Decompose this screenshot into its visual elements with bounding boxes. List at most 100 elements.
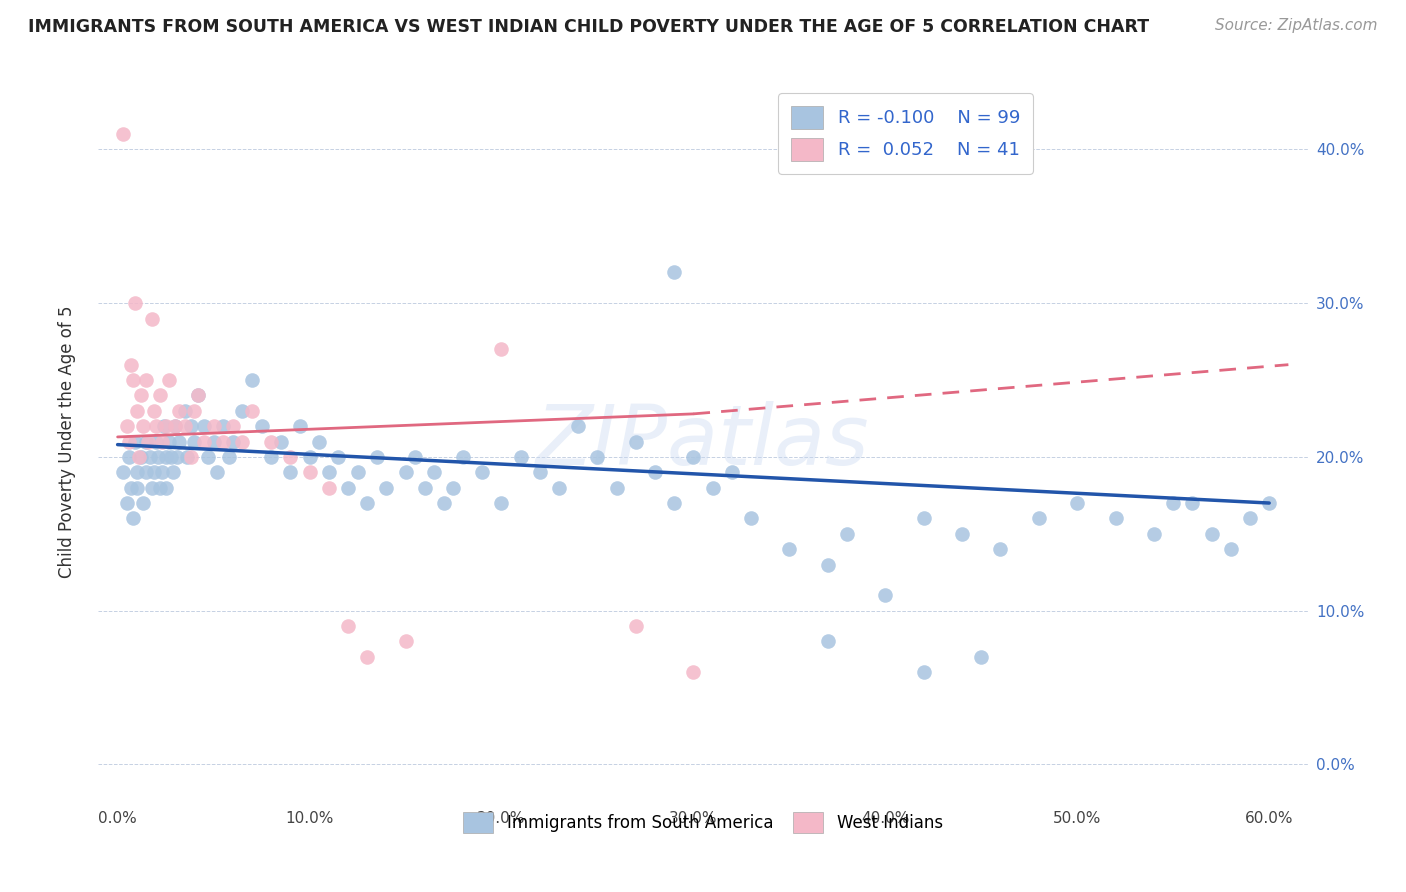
Point (366, 450, 388, 464)
Point (318, 465, 340, 479)
Point (193, 434, 215, 449)
Point (122, 511, 145, 525)
Point (375, 481, 398, 495)
Point (950, 526, 973, 541)
Point (443, 481, 465, 495)
Point (180, 419, 202, 434)
Text: ZIPatlas: ZIPatlas (536, 401, 870, 482)
Point (491, 343, 513, 357)
Point (120, 481, 142, 495)
Point (131, 496, 153, 510)
Point (990, 542, 1012, 557)
Point (280, 450, 302, 464)
Point (682, 450, 704, 464)
Point (115, 496, 138, 510)
Point (141, 481, 163, 495)
Point (176, 450, 198, 464)
Point (740, 511, 762, 525)
Point (912, 511, 935, 525)
Point (280, 465, 302, 479)
Point (1161, 496, 1184, 510)
Point (187, 388, 209, 402)
Point (270, 434, 292, 449)
Point (231, 434, 253, 449)
Point (125, 465, 148, 479)
Point (131, 419, 153, 434)
Point (835, 526, 858, 541)
Point (817, 634, 839, 648)
Point (207, 465, 229, 479)
Point (298, 450, 321, 464)
Point (124, 434, 146, 449)
Point (346, 465, 368, 479)
Point (664, 496, 686, 510)
Point (394, 465, 416, 479)
Point (152, 419, 174, 434)
Point (150, 465, 173, 479)
Point (356, 649, 378, 664)
Point (115, 419, 138, 434)
Point (1104, 511, 1126, 525)
Point (159, 434, 181, 449)
Point (202, 419, 225, 434)
Point (120, 358, 142, 372)
Point (118, 434, 141, 449)
Point (778, 542, 800, 557)
Point (328, 450, 350, 464)
Point (212, 419, 235, 434)
Point (145, 434, 167, 449)
Point (250, 419, 273, 434)
Point (183, 404, 205, 418)
Point (1181, 496, 1204, 510)
Point (118, 450, 141, 464)
Point (222, 434, 245, 449)
Point (149, 388, 172, 402)
Point (167, 404, 190, 418)
Point (125, 481, 148, 495)
Point (433, 496, 456, 510)
Point (404, 450, 426, 464)
Point (817, 558, 839, 572)
Point (423, 465, 446, 479)
Point (193, 419, 215, 434)
Point (162, 465, 184, 479)
Point (129, 450, 152, 464)
Point (212, 434, 235, 449)
Point (112, 127, 135, 141)
Point (218, 450, 240, 464)
Point (1239, 511, 1261, 525)
Point (159, 373, 181, 387)
Point (240, 404, 263, 418)
Point (128, 450, 150, 464)
Point (129, 388, 152, 402)
Point (1258, 496, 1281, 510)
Point (155, 481, 177, 495)
Point (187, 388, 209, 402)
Point (141, 311, 163, 326)
Legend: Immigrants from South America, West Indians: Immigrants from South America, West Indi… (456, 804, 950, 841)
Point (298, 465, 321, 479)
Y-axis label: Child Poverty Under the Age of 5: Child Poverty Under the Age of 5 (58, 305, 76, 578)
Point (124, 296, 146, 310)
Point (173, 419, 195, 434)
Point (112, 465, 135, 479)
Point (336, 481, 359, 495)
Point (122, 373, 145, 387)
Point (702, 481, 724, 495)
Point (202, 434, 225, 449)
Point (197, 450, 219, 464)
Point (529, 465, 551, 479)
Point (135, 434, 157, 449)
Point (509, 450, 531, 464)
Point (173, 404, 195, 418)
Point (606, 481, 628, 495)
Point (720, 465, 742, 479)
Point (1143, 526, 1166, 541)
Point (356, 496, 378, 510)
Point (145, 419, 167, 434)
Point (222, 419, 245, 434)
Point (135, 465, 157, 479)
Point (165, 419, 187, 434)
Point (308, 434, 330, 449)
Point (471, 465, 494, 479)
